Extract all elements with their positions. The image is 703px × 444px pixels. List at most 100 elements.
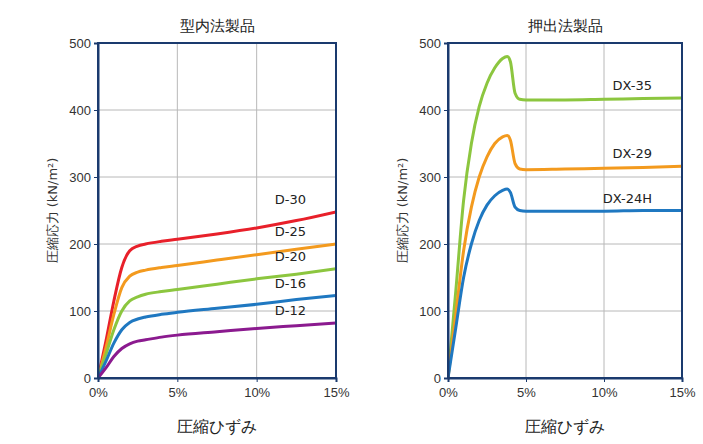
tick: 10% (244, 378, 270, 400)
tick-label: 0 (84, 371, 91, 386)
tick-label: 400 (419, 103, 441, 118)
series-label: DX-24H (603, 191, 652, 206)
tick-label: 200 (69, 237, 91, 252)
tick-label: 0% (439, 385, 458, 400)
tick-label: 400 (69, 103, 91, 118)
grid-line (98, 244, 336, 245)
tick-label: 0% (89, 385, 108, 400)
tick-label: 15% (323, 385, 349, 400)
tick: 400 (419, 103, 448, 118)
tick-label: 300 (419, 170, 441, 185)
tick: 300 (69, 170, 98, 185)
tick-mark (94, 244, 98, 245)
tick-mark (604, 378, 605, 382)
tick: 0 (434, 371, 448, 386)
axis-line (449, 379, 683, 383)
tick-label: 500 (69, 36, 91, 51)
series-line (98, 269, 336, 378)
grid (98, 43, 336, 378)
tick: 0% (89, 378, 108, 400)
tick-mark (94, 177, 98, 178)
series-label: D-20 (275, 249, 306, 264)
tick-label: 5% (517, 385, 536, 400)
tick: 200 (419, 237, 448, 252)
series-label: D-12 (275, 303, 306, 318)
grid-line (448, 311, 682, 312)
tick-mark (444, 378, 448, 379)
tick: 500 (419, 36, 448, 51)
grid (448, 43, 682, 378)
series-line (448, 189, 682, 378)
tick-mark (177, 378, 178, 382)
tick: 15% (323, 378, 349, 400)
tick-mark (94, 43, 98, 44)
tick: 100 (419, 304, 448, 319)
y-axis-title: 圧縮応力 (kN/m²) (395, 158, 410, 264)
tick: 200 (69, 237, 98, 252)
panel-title: 押出法製品 (528, 17, 603, 35)
y-axis-title: 圧縮応力 (kN/m²) (45, 158, 60, 264)
series-line (98, 296, 336, 378)
grid-line (98, 177, 336, 178)
panel-title: 型内法製品 (180, 17, 255, 35)
tick: 5% (517, 378, 536, 400)
series-label: D-16 (275, 276, 306, 291)
axis-line (444, 44, 449, 379)
grid-line (448, 177, 682, 178)
tick-mark (257, 378, 258, 382)
series-label: D-25 (275, 224, 306, 239)
tick-mark (444, 244, 448, 245)
tick-label: 15% (669, 385, 695, 400)
grid-line (448, 244, 682, 245)
y-axis: 0 100 200 300 400 500 (69, 36, 98, 386)
tick-label: 10% (244, 385, 270, 400)
tick-mark (444, 311, 448, 312)
tick-label: 10% (591, 385, 617, 400)
tick: 400 (69, 103, 98, 118)
tick: 0 (84, 371, 98, 386)
y-axis: 0 100 200 300 400 500 (419, 36, 448, 386)
tick: 500 (69, 36, 98, 51)
panel: 0% 5% 10% 15% 0 100 200 300 400 500 押出法製品圧縮ひずみ 圧縮応力… (395, 17, 696, 436)
tick: 5% (168, 378, 187, 400)
series-line (98, 244, 336, 378)
series-line (98, 323, 336, 378)
series-label: D-30 (275, 192, 306, 207)
tick-mark (526, 378, 527, 382)
series-line (448, 135, 682, 378)
tick-mark (336, 378, 337, 382)
x-axis: 0% 5% 10% 15% (439, 378, 696, 400)
axis-line (99, 379, 337, 383)
x-axis-title: 圧縮ひずみ (525, 417, 605, 436)
series-label: DX-29 (612, 146, 652, 161)
axis-line (94, 44, 99, 379)
tick-label: 5% (168, 385, 187, 400)
tick-mark (94, 110, 98, 111)
tick-mark (444, 177, 448, 178)
x-axis-title: 圧縮ひずみ (177, 417, 257, 436)
tick: 15% (669, 378, 695, 400)
tick-mark (94, 378, 98, 379)
grid-line (98, 110, 336, 111)
tick-label: 100 (69, 304, 91, 319)
tick: 100 (69, 304, 98, 319)
tick-label: 500 (419, 36, 441, 51)
tick-mark (94, 311, 98, 312)
tick-label: 200 (419, 237, 441, 252)
series-label: DX-35 (612, 78, 652, 93)
chart-canvas: 0% 5% 10% 15% 0 100 200 300 400 500 型内法製品圧縮ひずみ 圧縮応力… (0, 0, 703, 444)
tick-label: 100 (419, 304, 441, 319)
tick: 300 (419, 170, 448, 185)
series-line (98, 212, 336, 378)
series-line (448, 56, 682, 378)
tick-label: 300 (69, 170, 91, 185)
tick-label: 0 (434, 371, 441, 386)
tick-mark (682, 378, 683, 382)
tick: 10% (591, 378, 617, 400)
series-group (98, 212, 336, 378)
series-group (448, 56, 682, 378)
x-axis: 0% 5% 10% 15% (89, 378, 350, 400)
panel: 0% 5% 10% 15% 0 100 200 300 400 500 型内法製品圧縮ひずみ 圧縮応力… (45, 17, 350, 436)
tick: 0% (439, 378, 458, 400)
grid-line (448, 110, 682, 111)
